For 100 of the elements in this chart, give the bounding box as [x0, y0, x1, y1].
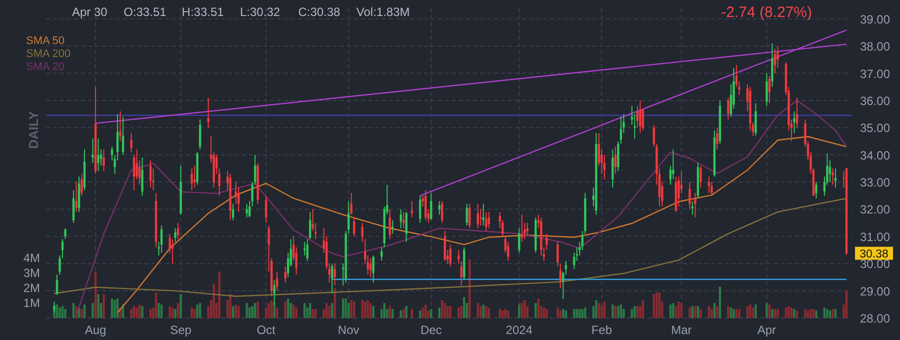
bar	[823, 308, 826, 318]
bar	[716, 306, 718, 318]
bar	[160, 304, 163, 318]
candlestick	[190, 168, 193, 191]
bar	[372, 306, 374, 318]
bar	[636, 306, 639, 318]
bar	[727, 306, 730, 318]
candlestick	[198, 118, 202, 150]
bar	[562, 309, 564, 318]
candlestick	[207, 97, 210, 128]
x-tick-label: Feb	[591, 323, 612, 337]
candlestick	[149, 160, 152, 188]
bar	[834, 309, 837, 318]
bar	[198, 303, 202, 318]
bar	[284, 302, 286, 318]
bar	[595, 300, 598, 318]
bar	[190, 308, 193, 318]
candlestick	[556, 241, 559, 267]
bar	[132, 306, 136, 318]
candlestick	[75, 182, 78, 212]
bar	[826, 309, 828, 318]
bar	[102, 294, 105, 318]
bar	[383, 303, 386, 318]
candlestick	[232, 203, 234, 221]
bar	[97, 294, 100, 318]
candlestick	[691, 200, 694, 216]
candlestick	[449, 244, 452, 267]
bar	[584, 308, 586, 318]
bar	[771, 309, 774, 318]
candlestick	[700, 165, 702, 188]
bar	[430, 309, 432, 318]
bar	[680, 303, 683, 318]
bar	[691, 306, 694, 318]
y2-tick-label: 1M	[23, 296, 40, 310]
bar	[141, 306, 144, 318]
x-tick-label: Apr	[757, 323, 776, 337]
bar	[766, 303, 768, 318]
bar	[617, 306, 620, 318]
bar	[56, 304, 58, 318]
candlestick	[466, 203, 468, 226]
candlestick	[727, 97, 730, 120]
bar	[700, 309, 702, 318]
candlestick	[828, 160, 832, 183]
bar	[58, 308, 61, 318]
bar	[730, 308, 732, 318]
candlestick	[264, 195, 268, 224]
bar	[696, 306, 700, 318]
bar	[796, 310, 798, 318]
y-tick-label: 31.00	[860, 230, 890, 244]
bar	[449, 306, 452, 318]
bar	[110, 298, 114, 318]
bar	[328, 306, 330, 318]
bar	[480, 306, 482, 318]
candlestick	[334, 263, 336, 286]
candlestick	[832, 168, 834, 186]
bar	[325, 303, 328, 318]
candlestick	[793, 110, 796, 134]
bar	[576, 309, 578, 318]
candlestick	[620, 116, 622, 144]
bar	[768, 304, 771, 318]
candlestick	[284, 266, 286, 284]
bar	[234, 304, 237, 318]
bar	[392, 309, 394, 318]
bar	[784, 308, 788, 318]
bar	[498, 309, 501, 318]
bar	[524, 300, 526, 318]
bar	[422, 308, 424, 318]
bar	[180, 294, 182, 318]
candlestick	[430, 192, 432, 221]
y-tick-label: 38.00	[860, 40, 890, 54]
bar	[446, 306, 449, 318]
bar	[441, 300, 444, 318]
bar	[149, 309, 152, 318]
bar	[598, 303, 600, 318]
bar	[520, 303, 523, 318]
bar	[603, 302, 606, 318]
bar	[370, 303, 372, 318]
x-tick-label: Dec	[420, 323, 442, 337]
bar	[713, 303, 716, 318]
bar	[334, 288, 336, 318]
candlestick	[160, 225, 163, 254]
bar	[828, 310, 832, 318]
bar	[581, 309, 584, 318]
bar	[810, 309, 812, 318]
bar	[419, 310, 422, 318]
bar	[174, 309, 176, 318]
text: SMA 200	[26, 48, 71, 60]
candlestick	[130, 132, 132, 153]
bar	[218, 272, 220, 318]
text: DAILY	[26, 110, 41, 149]
x-tick-label: Nov	[338, 323, 360, 337]
annotation: Vol:1.83M	[356, 5, 410, 19]
bar	[268, 303, 270, 318]
bar	[735, 309, 738, 318]
candlestick	[248, 200, 251, 218]
bar	[463, 297, 466, 318]
y2-tick-label: 2M	[23, 281, 40, 296]
bar	[400, 310, 402, 318]
bar	[612, 304, 614, 318]
candlestick	[303, 241, 306, 256]
